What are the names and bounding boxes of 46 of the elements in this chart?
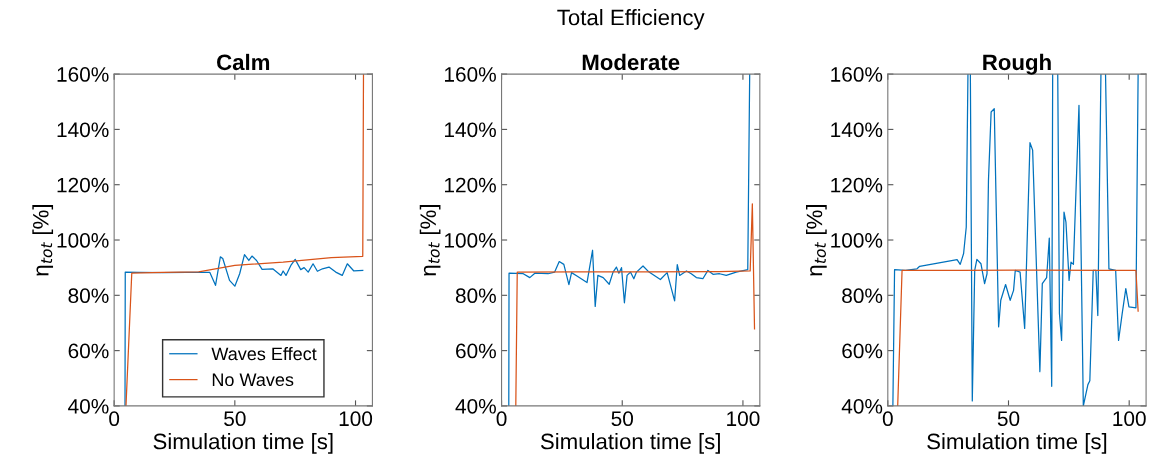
- x-tick-label: 0: [496, 411, 507, 427]
- chart-subtitle: Total Efficiency: [557, 9, 705, 30]
- legend-label: No Waves: [212, 373, 294, 387]
- y-tick-label: 60%: [68, 343, 109, 359]
- x-axis-title: Simulation time [s]: [927, 432, 1107, 454]
- y-tick-label: 100%: [57, 233, 109, 248]
- x-tick-label: 50: [224, 411, 246, 427]
- chart-title: Calm: [217, 53, 270, 71]
- x-tick-label: 100: [727, 411, 760, 427]
- y-tick-label: 140%: [831, 122, 883, 138]
- y-tick-label: 140%: [57, 122, 109, 138]
- line-series: [125, 74, 365, 406]
- y-tick-label: 40%: [68, 398, 109, 414]
- x-tick-label: 50: [611, 411, 634, 427]
- y-axis-title: η$_{tot}$ [%]: [419, 205, 441, 276]
- x-tick-label: 100: [1113, 411, 1146, 427]
- line-series: [508, 74, 751, 406]
- y-tick-label: 160%: [57, 67, 109, 82]
- x-tick-label: 0: [882, 411, 893, 427]
- y-axis-title: η$_{tot}$ [%]: [806, 205, 827, 276]
- y-tick-label: 120%: [831, 177, 883, 193]
- y-tick-label: 160%: [445, 67, 496, 82]
- y-tick-label: 120%: [445, 177, 496, 193]
- y-tick-label: 80%: [842, 288, 883, 304]
- y-tick-label: 40%: [455, 398, 496, 414]
- y-tick-label: 80%: [455, 288, 496, 304]
- y-tick-label: 60%: [842, 343, 883, 359]
- y-axis-title: η$_{tot}$ [%]: [32, 205, 54, 276]
- chart-title: Rough: [983, 53, 1051, 75]
- x-tick-label: 50: [997, 411, 1020, 427]
- x-axis-title: Simulation time [s]: [540, 432, 720, 454]
- y-tick-label: 120%: [57, 177, 109, 193]
- y-tick-label: 40%: [841, 398, 883, 414]
- line-series: [515, 203, 756, 406]
- x-axis-title: Simulation time [s]: [153, 432, 333, 454]
- x-tick-label: 100: [339, 411, 373, 427]
- y-tick-label: 100%: [445, 233, 496, 248]
- y-tick-label: 60%: [456, 343, 496, 359]
- legend-label: Waves Effect: [211, 347, 317, 361]
- y-tick-label: 160%: [831, 67, 883, 82]
- y-tick-label: 100%: [831, 233, 883, 248]
- x-tick-label: 0: [109, 411, 120, 427]
- line-series: [897, 269, 1139, 406]
- chart-title: Moderate: [582, 53, 680, 71]
- y-tick-label: 80%: [68, 288, 109, 304]
- y-tick-label: 140%: [445, 122, 496, 138]
